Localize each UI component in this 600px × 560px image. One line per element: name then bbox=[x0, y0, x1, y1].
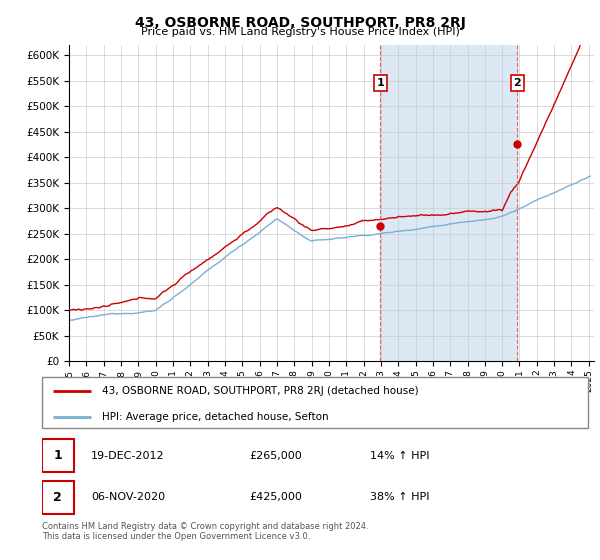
Text: 1: 1 bbox=[376, 78, 384, 88]
Text: HPI: Average price, detached house, Sefton: HPI: Average price, detached house, Seft… bbox=[102, 412, 329, 422]
Text: 1: 1 bbox=[53, 449, 62, 463]
Text: 43, OSBORNE ROAD, SOUTHPORT, PR8 2RJ: 43, OSBORNE ROAD, SOUTHPORT, PR8 2RJ bbox=[134, 16, 466, 30]
Bar bbox=[380, 45, 517, 361]
Text: 19-DEC-2012: 19-DEC-2012 bbox=[91, 451, 165, 461]
Text: 2: 2 bbox=[53, 491, 62, 504]
Text: 14% ↑ HPI: 14% ↑ HPI bbox=[370, 451, 429, 461]
Text: Price paid vs. HM Land Registry's House Price Index (HPI): Price paid vs. HM Land Registry's House … bbox=[140, 27, 460, 37]
FancyBboxPatch shape bbox=[42, 480, 74, 514]
Text: £265,000: £265,000 bbox=[250, 451, 302, 461]
FancyBboxPatch shape bbox=[42, 377, 588, 428]
Text: 06-NOV-2020: 06-NOV-2020 bbox=[91, 492, 165, 502]
Text: 43, OSBORNE ROAD, SOUTHPORT, PR8 2RJ (detached house): 43, OSBORNE ROAD, SOUTHPORT, PR8 2RJ (de… bbox=[102, 386, 419, 396]
Text: 2: 2 bbox=[514, 78, 521, 88]
Text: 38% ↑ HPI: 38% ↑ HPI bbox=[370, 492, 429, 502]
Text: £425,000: £425,000 bbox=[250, 492, 302, 502]
Text: Contains HM Land Registry data © Crown copyright and database right 2024.
This d: Contains HM Land Registry data © Crown c… bbox=[42, 522, 368, 542]
FancyBboxPatch shape bbox=[42, 439, 74, 473]
